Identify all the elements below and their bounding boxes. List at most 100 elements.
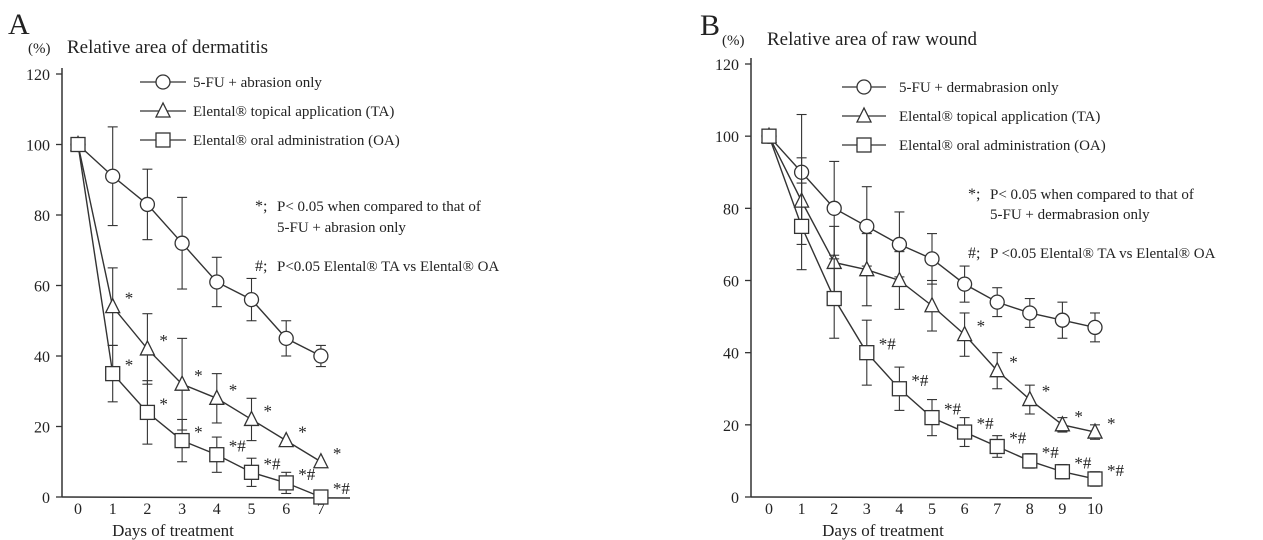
x-tick-label: 3	[863, 501, 871, 518]
significance-mark: *#	[229, 437, 247, 456]
panel-label: A	[8, 8, 30, 41]
significance-mark: *#	[333, 479, 351, 498]
x-axis-label: Days of treatment	[822, 521, 944, 540]
significance-mark: *	[194, 423, 203, 442]
chart-panel-b: B (%) Relative area of raw wound0204060801…	[700, 9, 1216, 540]
square-marker	[924, 409, 940, 426]
circle-marker	[859, 218, 875, 235]
triangle-marker	[1086, 422, 1104, 439]
square-marker	[70, 136, 86, 153]
triangle-marker	[858, 260, 875, 277]
note-text: 5-FU + dermabrasion only	[990, 207, 1150, 223]
note-text: P<0.05 Elental® TA vs Elental® OA	[277, 259, 499, 275]
unit-label: (%)	[28, 41, 51, 57]
triangle-marker	[956, 325, 973, 342]
triangle-marker	[208, 388, 225, 405]
y-tick-label: 100	[715, 129, 739, 146]
square-marker	[209, 447, 225, 463]
significance-mark: *#	[911, 371, 929, 390]
circle-marker	[956, 276, 973, 292]
y-tick-label: 120	[26, 67, 50, 84]
triangle-marker	[1021, 390, 1038, 407]
y-tick-label: 60	[723, 274, 739, 291]
y-tick-label: 120	[715, 57, 739, 74]
note-symbol: #;	[968, 245, 980, 262]
square-marker	[139, 404, 156, 421]
square-marker	[1087, 471, 1103, 487]
legend-label: 5-FU + abrasion only	[193, 75, 322, 91]
significance-mark: *#	[264, 454, 282, 473]
circle-marker	[155, 74, 171, 90]
chart-title: Relative area of dermatitis	[67, 37, 268, 58]
triangle-marker	[174, 374, 191, 391]
square-marker	[956, 424, 973, 440]
legend-label: Elental® oral administration (OA)	[193, 133, 400, 149]
significance-mark: *	[194, 366, 203, 385]
x-tick-label: 2	[143, 501, 151, 518]
x-axis-line	[750, 496, 1093, 499]
y-tick-label: 40	[34, 349, 50, 366]
note-text: P< 0.05 when compared to that of	[990, 187, 1194, 203]
legend-label: Elental® oral administration (OA)	[899, 138, 1106, 154]
x-tick-label: 2	[830, 501, 838, 518]
significance-mark: *	[1074, 407, 1083, 426]
triangle-marker	[1054, 415, 1071, 432]
square-marker	[278, 475, 294, 491]
significance-mark: *#	[944, 400, 962, 419]
significance-mark: *#	[977, 414, 995, 433]
y-tick-label: 80	[723, 201, 739, 218]
circle-marker	[313, 348, 329, 364]
square-marker	[761, 128, 777, 144]
significance-mark: *	[159, 394, 168, 413]
y-tick-label: 100	[26, 138, 50, 155]
triangle-marker	[891, 271, 908, 288]
circle-marker	[989, 294, 1005, 310]
circle-marker	[174, 235, 190, 251]
x-axis-line	[61, 496, 351, 499]
x-tick-label: 4	[213, 501, 221, 518]
triangle-marker	[923, 296, 941, 313]
square-marker	[1054, 464, 1071, 480]
legend-label: 5-FU + dermabrasion only	[899, 80, 1059, 96]
y-tick-label: 20	[723, 418, 739, 435]
circle-marker	[209, 274, 225, 290]
x-tick-label: 10	[1087, 501, 1103, 518]
chart-title: Relative area of raw wound	[767, 29, 977, 50]
y-tick-label: 20	[34, 420, 50, 437]
triangle-marker	[312, 452, 329, 469]
circle-marker	[856, 79, 872, 95]
x-tick-label: 8	[1026, 501, 1034, 518]
square-marker	[105, 365, 121, 382]
y-tick-label: 60	[34, 279, 50, 296]
note-text: 5-FU + abrasion only	[277, 220, 406, 236]
triangle-marker	[989, 361, 1006, 378]
significance-mark: *	[229, 380, 238, 399]
unit-label: (%)	[722, 33, 745, 49]
circle-marker	[1087, 319, 1103, 336]
note-symbol: #;	[255, 258, 267, 275]
x-tick-label: 5	[248, 501, 256, 518]
x-tick-label: 4	[895, 501, 903, 518]
significance-mark: *	[298, 423, 307, 442]
triangle-marker	[139, 339, 156, 356]
square-marker	[891, 381, 908, 397]
square-marker	[1022, 453, 1038, 469]
circle-marker	[278, 330, 294, 347]
square-marker	[155, 132, 171, 148]
x-tick-label: 5	[928, 501, 936, 518]
circle-marker	[1022, 305, 1038, 321]
square-marker	[989, 438, 1005, 455]
x-tick-label: 0	[74, 501, 82, 518]
note-text: P <0.05 Elental® TA vs Elental® OA	[990, 246, 1216, 262]
y-tick-label: 40	[723, 346, 739, 363]
triangle-marker	[855, 106, 873, 123]
square-marker	[243, 464, 260, 480]
triangle-marker	[243, 409, 260, 427]
significance-mark: *#	[1009, 428, 1026, 447]
square-marker	[313, 489, 329, 505]
triangle-marker	[154, 101, 172, 118]
circle-marker	[891, 236, 908, 253]
x-tick-label: 0	[765, 501, 773, 518]
significance-mark: *	[1042, 382, 1051, 401]
